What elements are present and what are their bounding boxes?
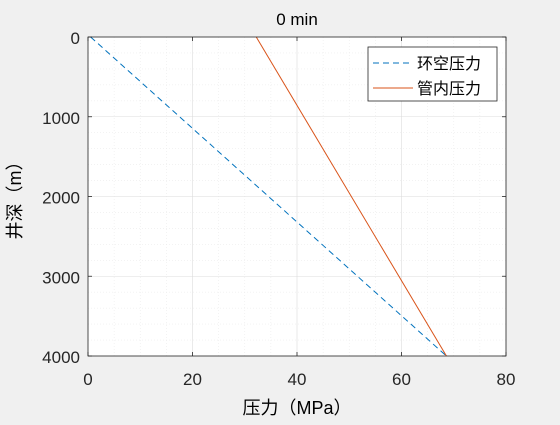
legend: 环空压力 管内压力 [367,46,498,102]
legend-label-series-2: 管内压力 [417,80,481,98]
chart-title: 0 min [276,10,318,29]
y-tick-label: 3000 [42,268,80,287]
x-axis-label: 压力（MPa） [242,398,351,418]
ticks [87,36,507,357]
legend-box [367,46,498,102]
series-line-2 [255,36,447,357]
y-tick-label: 1000 [42,109,80,128]
y-tick-label: 0 [71,29,80,48]
tick-labels: 0 20 40 60 80 0 1000 2000 3000 4000 [42,29,515,389]
x-tick-label: 60 [392,370,411,389]
x-tick-label: 40 [288,370,307,389]
x-tick-label: 20 [183,370,202,389]
y-axis-label: 井深（m） [5,153,25,240]
x-tick-label: 0 [83,370,92,389]
y-tick-label: 4000 [42,348,80,367]
y-tick-label: 2000 [42,189,80,208]
legend-label-series-1: 环空压力 [417,55,481,73]
x-tick-label: 80 [497,370,516,389]
series-layer [90,36,447,357]
